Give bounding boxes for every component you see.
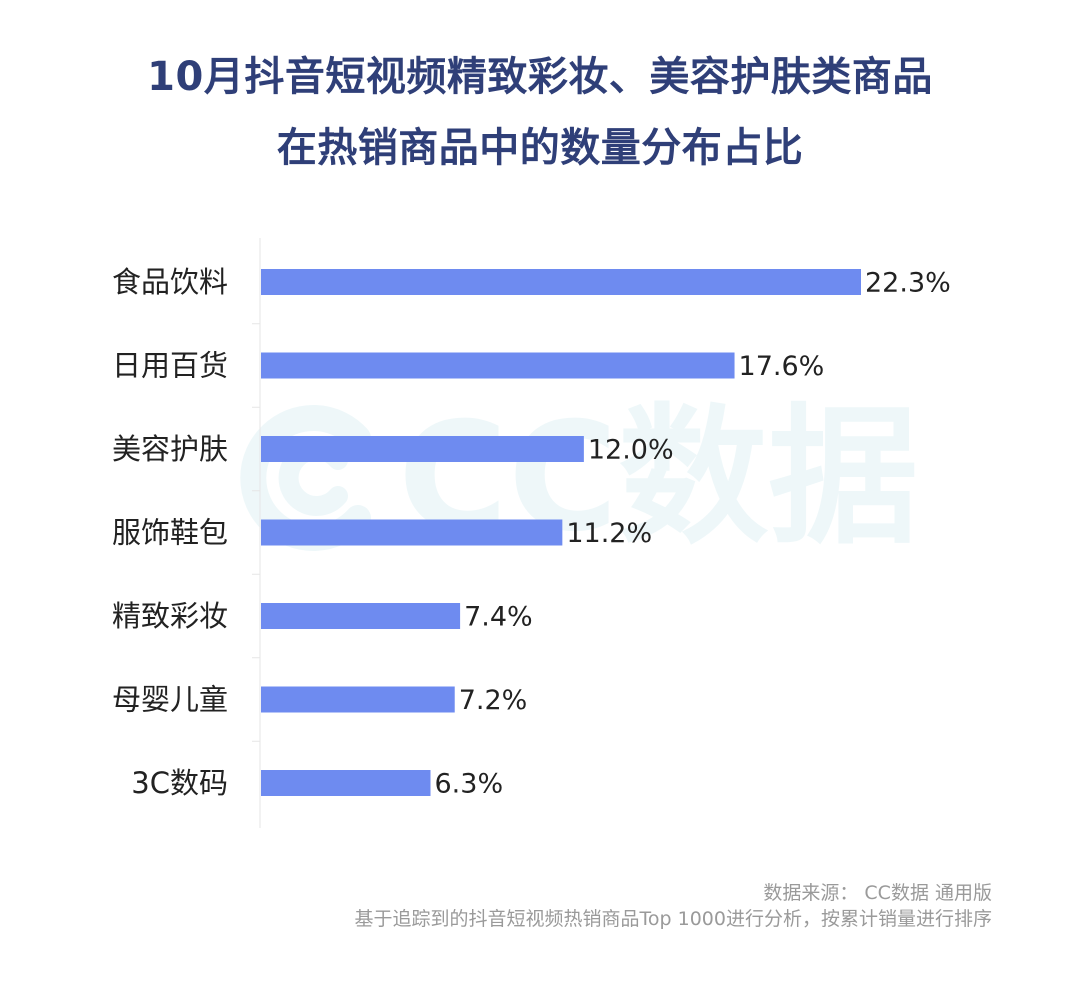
chart-title-line-1: 10月抖音短视频精致彩妆、美容护肤类商品 [147, 54, 933, 100]
bar-5 [261, 603, 461, 629]
category-label: 食品饮料 [112, 265, 228, 299]
category-label: 3C数码 [131, 766, 228, 800]
value-label: 12.0% [588, 435, 674, 466]
value-label: 22.3% [865, 268, 951, 299]
bar-2 [261, 352, 735, 379]
value-label: 11.2% [566, 518, 652, 549]
category-label: 母婴儿童 [112, 683, 228, 717]
source-note: 数据来源： CC数据 通用版 [763, 882, 992, 904]
category-label: 服饰鞋包 [112, 516, 228, 550]
chart-title-line-2: 在热销商品中的数量分布占比 [276, 125, 804, 171]
bar-6 [261, 686, 455, 713]
method-note: 基于追踪到的抖音短视频热销商品Top 1000进行分析，按累计销量进行排序 [354, 908, 992, 930]
bar-7 [261, 770, 431, 796]
value-label: 7.2% [459, 685, 528, 716]
category-label: 日用百货 [112, 349, 228, 383]
bar-4 [261, 519, 563, 546]
bar-1 [261, 269, 861, 295]
bar-3 [261, 436, 584, 462]
value-label: 17.6% [739, 351, 825, 382]
category-label: 精致彩妆 [112, 599, 228, 633]
value-label: 6.3% [435, 769, 504, 800]
category-label: 美容护肤 [112, 432, 228, 466]
value-label: 7.4% [464, 602, 533, 633]
